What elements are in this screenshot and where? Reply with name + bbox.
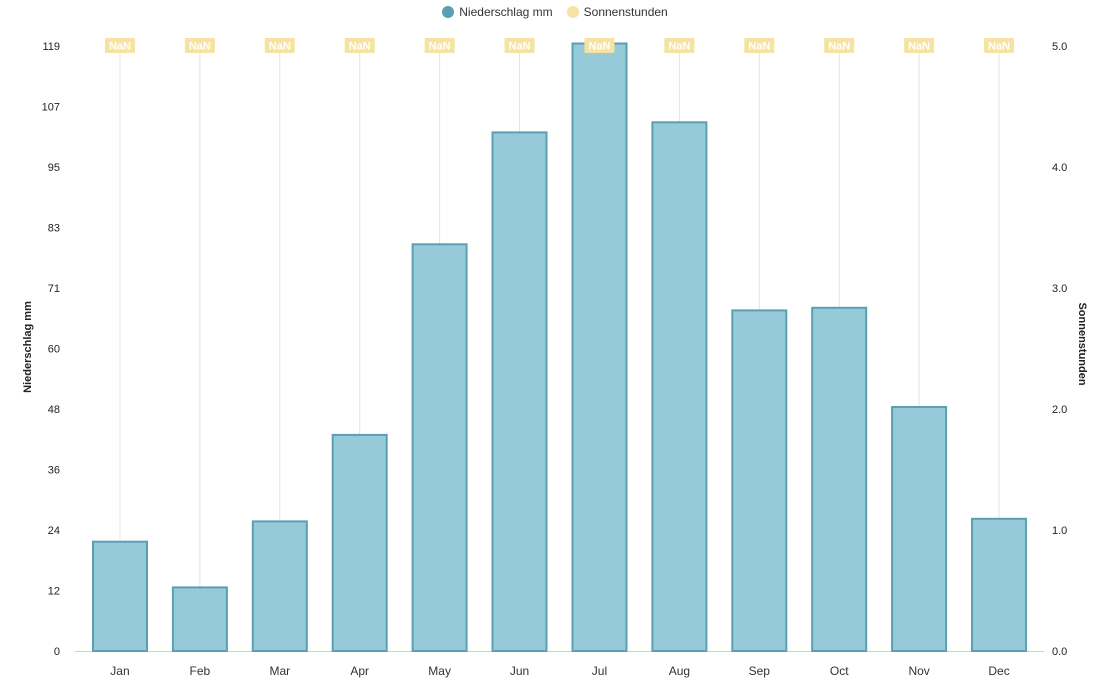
nan-label-bg-feb [184, 38, 215, 53]
bar-sep[interactable] [731, 309, 788, 652]
nan-label-jan: NaN [109, 41, 131, 53]
bar-mar[interactable] [251, 520, 308, 653]
nan-label-bg-sep [744, 38, 775, 53]
bar-jun[interactable] [491, 131, 548, 652]
nan-label-bg-jun [504, 38, 535, 53]
nan-label-oct: NaN [828, 41, 850, 53]
bar-jan[interactable] [92, 540, 148, 653]
x-tick-label-jun: Jun [510, 664, 529, 678]
legend-item-sonnenstunden[interactable]: Sonnenstunden [566, 5, 668, 19]
y-left-tick-label: 95 [48, 162, 60, 174]
y-left-tick-label: 119 [42, 41, 60, 53]
x-tick-label-feb: Feb [190, 664, 211, 678]
bar-oct[interactable] [811, 306, 868, 652]
nan-label-nov: NaN [908, 41, 930, 53]
label-layer: NaN NaN NaN NaN NaN NaN NaN NaN NaN NaN NaN NaN [104, 38, 1015, 53]
y-left-tick-label: 36 [48, 465, 60, 477]
nan-label-bg-nov [904, 38, 935, 53]
legend-swatch-sonnenstunden [566, 6, 579, 18]
bar-feb[interactable] [171, 586, 228, 653]
bar-nov[interactable] [891, 406, 948, 652]
bar-jul[interactable] [571, 42, 628, 652]
y-right-axis-title: Sonnenstunden [1076, 302, 1088, 385]
y-right-tick-label: 4.0 [1052, 162, 1067, 174]
nan-label-bg-oct [824, 38, 855, 53]
x-tick-label-jul: Jul [592, 664, 607, 678]
nan-label-bg-jul [584, 38, 615, 53]
nan-label-may: NaN [429, 41, 451, 53]
x-tick-label-apr: Apr [350, 664, 369, 678]
x-tick-label-aug: Aug [669, 664, 690, 678]
bar-dec[interactable] [971, 517, 1027, 652]
x-tick-label-may: May [428, 664, 451, 678]
y-left-tick-label: 0 [54, 646, 60, 658]
bar-may[interactable] [411, 243, 468, 653]
legend-swatch-niederschlag [442, 6, 455, 18]
nan-label-dec: NaN [988, 41, 1010, 53]
nan-label-jul: NaN [588, 41, 610, 53]
y-left-tick-label: 12 [48, 586, 60, 598]
nan-label-feb: NaN [189, 41, 211, 53]
legend-label-sonnenstunden: Sonnenstunden [583, 5, 668, 19]
x-tick-label-oct: Oct [830, 664, 849, 678]
y-right-tick-label: 1.0 [1052, 525, 1067, 537]
nan-label-bg-may [424, 38, 455, 53]
nan-label-jun: NaN [509, 41, 531, 53]
nan-label-bg-jan [104, 38, 135, 53]
nan-label-bg-dec [984, 38, 1015, 53]
y-right-tick-label: 0.0 [1052, 646, 1067, 658]
legend-item-niederschlag[interactable]: Niederschlag mm [442, 5, 553, 19]
nan-label-sep: NaN [748, 41, 770, 53]
x-tick-label-sep: Sep [749, 664, 771, 678]
nan-label-mar: NaN [269, 41, 291, 53]
legend: Niederschlag mm Sonnenstunden [0, 5, 1110, 19]
y-left-tick-label: 60 [48, 344, 60, 356]
y-left-tick-label: 48 [48, 404, 60, 416]
y-right-tick-label: 3.0 [1052, 283, 1067, 295]
x-tick-label-dec: Dec [988, 664, 1009, 678]
bar-layer [92, 42, 1027, 653]
y-right-tick-label: 2.0 [1052, 404, 1067, 416]
bar-aug[interactable] [651, 121, 708, 653]
y-left-tick-label: 83 [48, 223, 60, 235]
y-left-axis-title: Niederschlag mm [22, 301, 34, 393]
x-tick-label-jan: Jan [110, 664, 129, 678]
bar-apr[interactable] [331, 433, 388, 652]
nan-label-apr: NaN [349, 41, 371, 53]
x-tick-label-mar: Mar [269, 664, 290, 678]
y-right-tick-label: 5.0 [1052, 41, 1067, 53]
nan-label-bg-mar [264, 38, 295, 53]
axis-layer: Niederschlag mm Sonnenstunden 0 12 24 36 48 6… [22, 41, 1088, 678]
nan-label-bg-apr [344, 38, 375, 53]
y-left-tick-label: 107 [42, 102, 60, 114]
y-left-tick-label: 24 [48, 525, 60, 537]
x-tick-label-nov: Nov [908, 664, 929, 678]
nan-label-bg-aug [664, 38, 695, 53]
nan-label-aug: NaN [668, 41, 690, 53]
y-left-tick-label: 71 [48, 283, 60, 295]
legend-label-niederschlag: Niederschlag mm [459, 5, 553, 19]
